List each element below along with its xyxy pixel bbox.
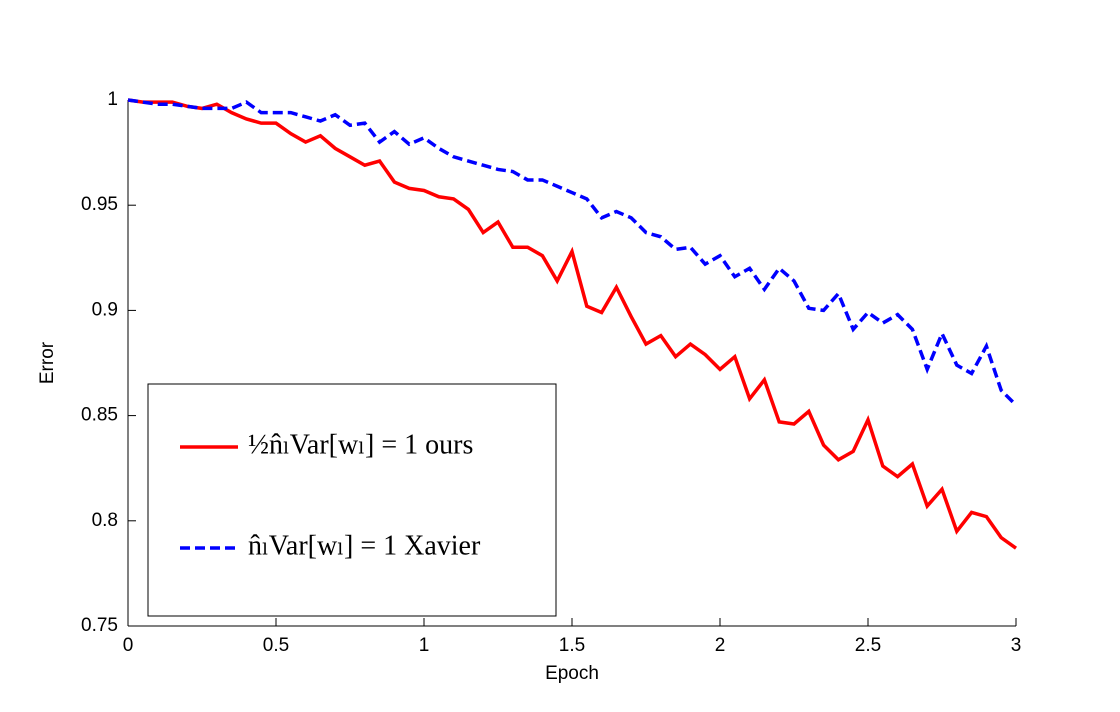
y-tick-label: 0.95 bbox=[81, 194, 118, 215]
line-series bbox=[127, 98, 1018, 550]
x-tick-label: 0.5 bbox=[263, 635, 289, 656]
y-tick-label: 1 bbox=[107, 89, 118, 110]
x-tick-label: 0 bbox=[123, 635, 134, 656]
x-axis-label: Epoch bbox=[545, 663, 599, 684]
y-axis-label: Error bbox=[37, 341, 58, 384]
legend-label: ½n̂ₗVar[wₗ] = 1 ours bbox=[248, 429, 473, 460]
x-tick-label: 1 bbox=[419, 635, 430, 656]
legend-box bbox=[147, 383, 557, 617]
y-tick-label: 0.85 bbox=[81, 405, 118, 426]
legend-label: n̂ₗVar[wₗ] = 1 Xavier bbox=[248, 530, 481, 561]
y-tick-label: 0.8 bbox=[92, 510, 118, 531]
x-tick-label: 1.5 bbox=[559, 635, 585, 656]
y-tick-label: 0.75 bbox=[81, 615, 118, 636]
x-tick-label: 2.5 bbox=[855, 635, 881, 656]
line-series bbox=[127, 98, 1018, 407]
x-tick-label: 3 bbox=[1011, 635, 1022, 656]
y-tick-label: 0.9 bbox=[92, 299, 118, 320]
x-tick-label: 2 bbox=[715, 635, 726, 656]
